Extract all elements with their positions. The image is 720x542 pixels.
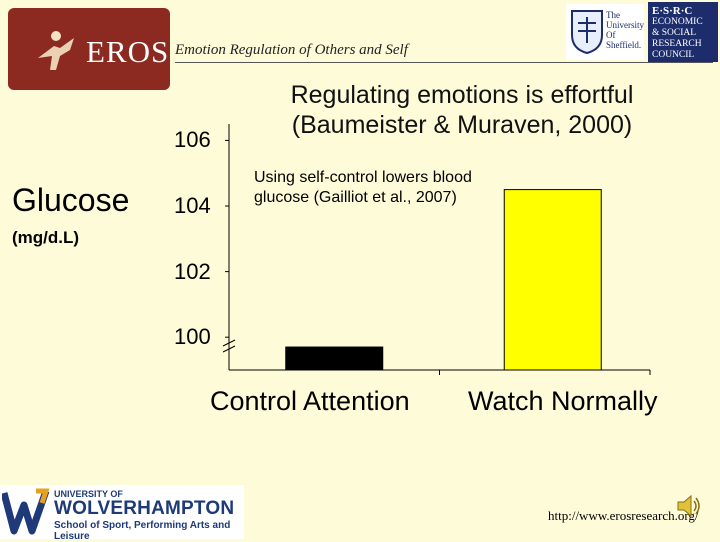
y-tick-label: 106	[174, 127, 211, 153]
esrc-logo-line: RESEARCH	[652, 39, 702, 49]
esrc-logo: E·S·R·C ECONOMIC & SOCIAL RESEARCH COUNC…	[648, 2, 718, 62]
y-tick-label: 104	[174, 193, 211, 218]
bar	[285, 346, 384, 371]
sheffield-logo-line: Of	[606, 30, 616, 40]
speaker-icon[interactable]	[676, 494, 702, 518]
eros-logo: EROS	[8, 8, 170, 90]
wlv-logo-line: School of Sport, Performing Arts and Lei…	[54, 520, 231, 542]
y-tick-label: 100	[174, 324, 211, 350]
esrc-logo-line: & SOCIAL	[652, 28, 697, 38]
x-category-label: Watch Normally	[468, 386, 658, 416]
eros-logo-text: EROS	[86, 34, 170, 69]
w-mark-icon	[2, 488, 50, 535]
sheffield-logo: The University Of Sheffield.	[566, 4, 644, 60]
header-divider	[175, 62, 713, 63]
crest-icon	[571, 10, 603, 55]
wlv-logo-line: UNIVERSITY OF	[54, 489, 123, 499]
website-link[interactable]: http://www.erosresearch.org/	[548, 508, 699, 523]
chart-title: Regulating emotions is effortful (Baumei…	[290, 81, 634, 139]
sheffield-logo-line: Sheffield.	[606, 40, 642, 50]
x-category-label: Control Attention	[210, 386, 410, 416]
axis-break-mark	[222, 345, 236, 353]
bar	[503, 189, 602, 371]
esrc-logo-line: COUNCIL	[652, 50, 695, 60]
y-axis-label: Glucose	[12, 182, 130, 218]
esrc-logo-line: ECONOMIC	[652, 17, 703, 27]
chart-annotation: Using self-control lowers blood glucose …	[254, 169, 472, 206]
wlv-logo-line: WOLVERHAMPTON	[54, 498, 235, 519]
axis-break-mark	[222, 339, 236, 347]
sheffield-logo-line: The	[606, 10, 620, 20]
subtitle: Emotion Regulation of Others and Self	[175, 42, 408, 58]
esrc-logo-line: E·S·R·C	[652, 5, 693, 17]
wolverhampton-logo: UNIVERSITY OF WOLVERHAMPTON School of Sp…	[0, 485, 244, 542]
sheffield-logo-line: University	[606, 20, 644, 30]
dancer-icon	[38, 31, 74, 70]
y-axis-unit: (mg/d.L)	[12, 228, 80, 247]
y-tick-label: 102	[174, 258, 211, 284]
